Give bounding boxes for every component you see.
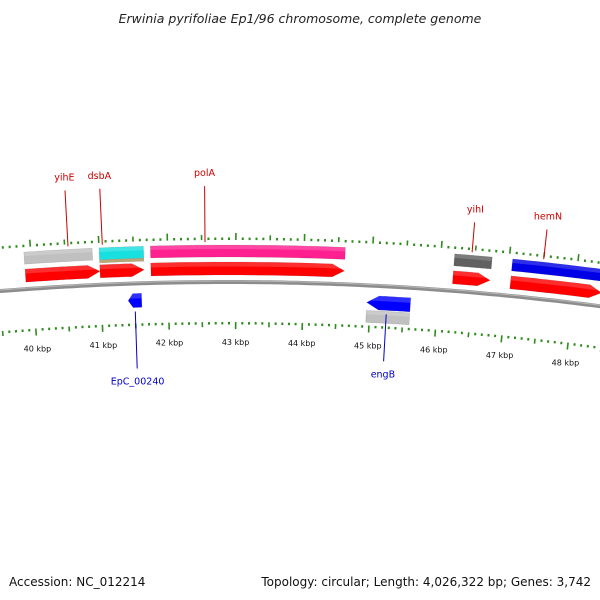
upper-scale-minor-tick — [474, 245, 477, 251]
tick-label: 47 kbp — [486, 351, 514, 360]
EpC_00240-gene — [127, 293, 143, 308]
hemN-gene-shade — [510, 275, 600, 291]
tick-label: 44 kbp — [288, 339, 316, 348]
engB-cds — [365, 310, 411, 326]
yihI-cds — [453, 253, 493, 270]
lower-scale-minor-tick — [467, 332, 470, 338]
yihI-gene — [452, 270, 491, 287]
yihE-cds-shade — [23, 248, 93, 257]
backbone-line — [0, 280, 600, 309]
yihE-cds — [23, 247, 94, 265]
lower-scale-major-tick — [566, 342, 569, 350]
genome-summary: Topology: circular; Length: 4,026,322 bp… — [260, 575, 591, 589]
page-title: Erwinia pyrifoliae Ep1/96 chromosome, co… — [119, 11, 482, 26]
gene-label-leader — [383, 314, 387, 362]
gene-label-dsbA: dsbA — [88, 171, 112, 182]
upper-scale-major-tick — [577, 254, 580, 262]
dsbA-cds-shade — [99, 246, 144, 252]
label-layer: 40 kbp 41 kbp 42 kbp 43 kbp 44 kbp 45 kbp 46 k… — [24, 168, 580, 387]
accession-text: Accession: NC_012214 — [9, 575, 145, 589]
EpC_00240-gene-shade — [128, 293, 142, 299]
yihE-gene-shade — [25, 264, 100, 274]
engB-gene — [366, 295, 412, 313]
yihI-cds-shade — [454, 253, 493, 261]
gene-label-yihE: yihE — [54, 173, 74, 184]
gene-label-hemN: hemN — [534, 211, 562, 222]
gene-label-yihI: yihI — [467, 204, 484, 215]
tick-label: 43 kbp — [222, 338, 250, 347]
engB-gene-shade — [366, 295, 411, 303]
dsbA-cds2-shade — [99, 257, 144, 260]
hemN-cds-shade — [512, 259, 600, 273]
polA-cds-shade — [150, 245, 346, 252]
lower-scale-minor-tick — [533, 338, 536, 344]
backbone-layer — [0, 280, 600, 309]
tick-label: 41 kbp — [90, 341, 118, 350]
gene-label-polA: polA — [194, 168, 215, 179]
polA-cds — [149, 244, 346, 260]
lower-scale-major-tick — [434, 329, 437, 337]
upper-scale-major-tick — [29, 239, 32, 247]
tick-layer — [1, 233, 600, 352]
tick-label: 40 kbp — [24, 345, 52, 354]
gene-label-leader — [99, 188, 103, 245]
tick-label: 42 kbp — [156, 339, 184, 348]
backbone-highlight — [0, 280, 600, 306]
tick-label: 45 kbp — [354, 342, 382, 351]
gene-label-leader — [471, 222, 476, 253]
dsbA-gene-shade — [99, 263, 145, 270]
gene-label-engB: engB — [371, 369, 395, 380]
gene-label-EpC_00240: EpC_00240 — [111, 377, 165, 388]
hemN-gene — [509, 275, 600, 299]
polA-gene — [150, 261, 346, 278]
upper-scale-major-tick — [509, 246, 512, 254]
yihE-gene — [24, 265, 101, 283]
gene-label-leader — [64, 190, 69, 247]
tick-label: 48 kbp — [552, 358, 580, 367]
upper-scale-major-tick — [440, 240, 443, 248]
polA-gene-shade — [150, 262, 345, 269]
yihI-gene-shade — [453, 270, 491, 279]
feature-layer — [23, 244, 600, 326]
dsbA-gene — [99, 263, 145, 279]
tick-label: 46 kbp — [420, 346, 448, 355]
gene-label-leader — [543, 229, 548, 260]
lower-scale-major-tick — [35, 328, 38, 336]
hemN-cds — [511, 258, 600, 282]
dsbA-cds2 — [99, 257, 145, 264]
engB-cds-shade — [366, 310, 410, 317]
lower-scale-major-tick — [500, 335, 503, 343]
gene-label-leader — [134, 311, 138, 369]
